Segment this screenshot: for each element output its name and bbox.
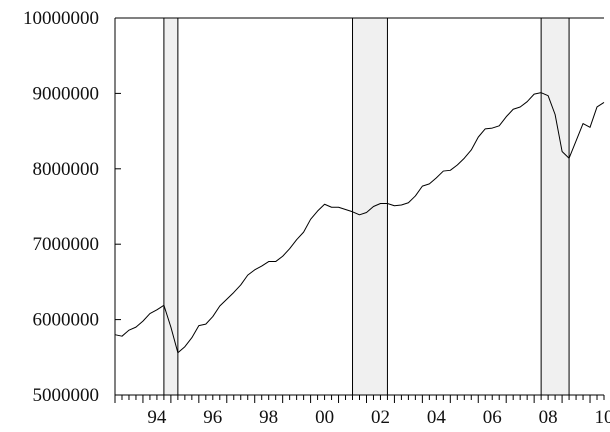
series-layer: [114, 92, 605, 354]
x-tick-label-2: 98: [259, 407, 278, 428]
y-tick-label-4: 9000000: [33, 83, 100, 104]
x-tick-label-5: 04: [427, 407, 447, 428]
shaded-band-2: [540, 17, 570, 396]
y-tick-label-5: 10000000: [23, 8, 99, 29]
tick-label-layer: 5000000600000070000008000000900000010000…: [23, 8, 610, 428]
x-tick-label-1: 96: [203, 407, 222, 428]
y-tick-label-1: 6000000: [33, 310, 100, 331]
x-tick-label-7: 08: [539, 407, 558, 428]
axes-layer: [114, 17, 605, 403]
series-line-0: [114, 92, 605, 354]
x-tick-label-6: 06: [483, 407, 502, 428]
x-tick-label-0: 94: [147, 407, 167, 428]
y-tick-label-2: 7000000: [33, 234, 100, 255]
x-tick-label-8: 10: [595, 407, 610, 428]
x-tick-label-4: 02: [371, 407, 390, 428]
shaded-band-0: [163, 17, 179, 396]
y-tick-label-0: 5000000: [33, 385, 100, 406]
shaded-band-1: [352, 17, 388, 396]
recession-shading-layer: [163, 17, 570, 396]
y-tick-label-3: 8000000: [33, 159, 100, 180]
x-tick-label-3: 00: [315, 407, 334, 428]
